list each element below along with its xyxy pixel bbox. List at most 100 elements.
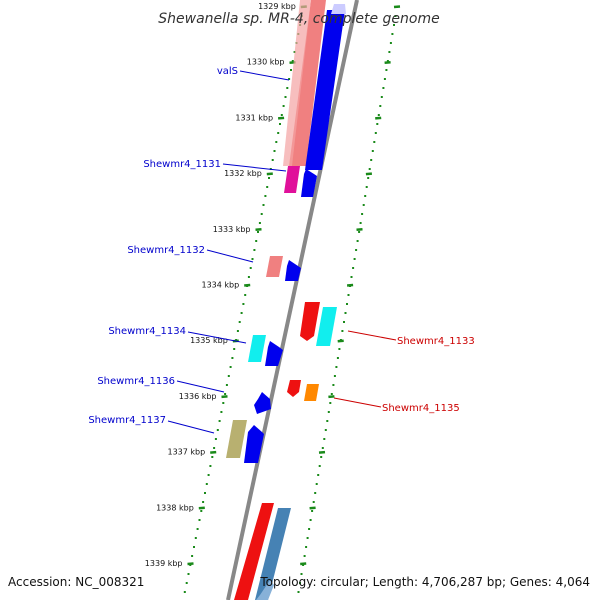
tick-mark [356,228,363,232]
ring-dot [376,123,379,125]
ring-dot [253,249,256,251]
ring-dot [315,483,318,485]
ring-dot [273,150,276,152]
ring-dot [318,465,321,467]
ring-dot [242,303,245,305]
tick-label: 1339 kbp [145,559,183,568]
ring-dot [255,240,258,242]
ring-dot [284,96,287,98]
shewmr4-1132-feature [266,256,283,277]
tick-mark [365,172,373,176]
ring-dot [257,231,259,233]
ring-dot [388,51,391,53]
ring-dot [293,51,296,53]
ring-dot [220,411,223,413]
gene-label-shewmr4-1135[interactable]: Shewmr4_1135 [382,403,460,414]
ring-dot [299,582,301,584]
tick-mark [300,562,307,566]
tick-mark [198,506,205,510]
rrna-feature-bottom [234,503,274,600]
ring-dot [288,78,291,80]
tick-mark [255,228,262,232]
ring-dot [214,438,217,440]
tick-mark [210,450,217,454]
ring-dot [198,519,201,521]
ring-dot [266,186,269,188]
ring-dot [321,447,324,449]
gene-label-shewmr4-1132[interactable]: Shewmr4_1132 [127,245,205,256]
ring-dot [327,411,330,413]
ring-dot [194,537,197,539]
ring-dot [305,546,308,548]
shewmr4-1135-feature [287,380,301,397]
accession-text: Accession: NC_008321 [8,575,144,589]
tick-label: 1330 kbp [247,58,285,67]
gene-label-shewmr4-1136[interactable]: Shewmr4_1136 [97,376,175,387]
ring-dot [323,438,326,440]
shewmr4-1132-cds [285,260,301,281]
tick-label: 1333 kbp [213,225,251,234]
leader-shewmr4-1134 [187,331,247,344]
gene-label-shewmr4-1131[interactable]: Shewmr4_1131 [143,159,221,170]
ring-dot [193,546,195,548]
ring-dot [303,555,306,557]
ring-dot [359,222,362,224]
tick-label: 1335 kbp [190,336,228,345]
ring-dot [330,393,333,395]
ring-dot [377,114,380,116]
ring-dot [282,105,285,107]
ring-dot [247,276,250,278]
map-title: Shewanella sp. MR-4, complete genome [158,11,439,27]
ring-dot [374,132,377,134]
tick-mark [337,339,344,343]
ring-dot [347,294,350,296]
tick-label: 1337 kbp [167,448,205,457]
shewmr4-1133-feature [300,302,320,341]
tick-mark [266,172,273,176]
shewmr4-1131-cds [301,169,317,197]
cds-bottom-light [256,580,274,600]
gene-label-shewmr4-1133[interactable]: Shewmr4_1133 [397,336,475,347]
ring-dot [231,357,234,359]
tick-mark [393,5,401,9]
ring-dot [335,366,338,368]
shewmr4-1137-feature [226,420,247,458]
ring-dot [382,87,385,89]
rrna-feature [289,0,326,166]
leader-shewmr4-1137 [167,420,215,434]
ring-dot [355,249,358,251]
tick-label: 1332 kbp [224,169,262,178]
ring-dot [336,357,339,359]
ring-dot [364,195,367,197]
gene-label-shewmr4-1134[interactable]: Shewmr4_1134 [108,326,186,337]
ring-dot [233,348,236,350]
genome-backbone [226,0,359,600]
ring-dot [280,114,283,116]
gene-label-valS[interactable]: valS [217,66,238,77]
tick-mark [384,60,391,64]
ring-dot [204,492,206,494]
ring-dot [326,420,329,422]
ring-dot [353,258,356,260]
gene-label-shewmr4-1137[interactable]: Shewmr4_1137 [88,415,166,426]
shewmr4-1136-cds [254,392,271,414]
cds-top-faded [331,4,346,14]
ring-dot [329,402,332,404]
summary-text: Topology: circular; Length: 4,706,287 bp… [259,575,590,589]
ring-dot [238,321,241,323]
ring-dot [346,303,348,305]
ring-dot [320,456,323,458]
ring-dot [291,60,294,62]
ring-dot [333,375,336,377]
ring-dot [368,168,371,170]
ring-dot [317,474,320,476]
ring-dot [309,519,312,521]
ring-dot [338,348,341,350]
ring-dot [264,195,267,197]
leader-shewmr4-1133 [347,330,397,341]
ring-dot [297,591,300,593]
shewmr4-1131-feature [284,166,300,193]
ring-dot [211,456,214,458]
ring-dot [277,132,280,134]
